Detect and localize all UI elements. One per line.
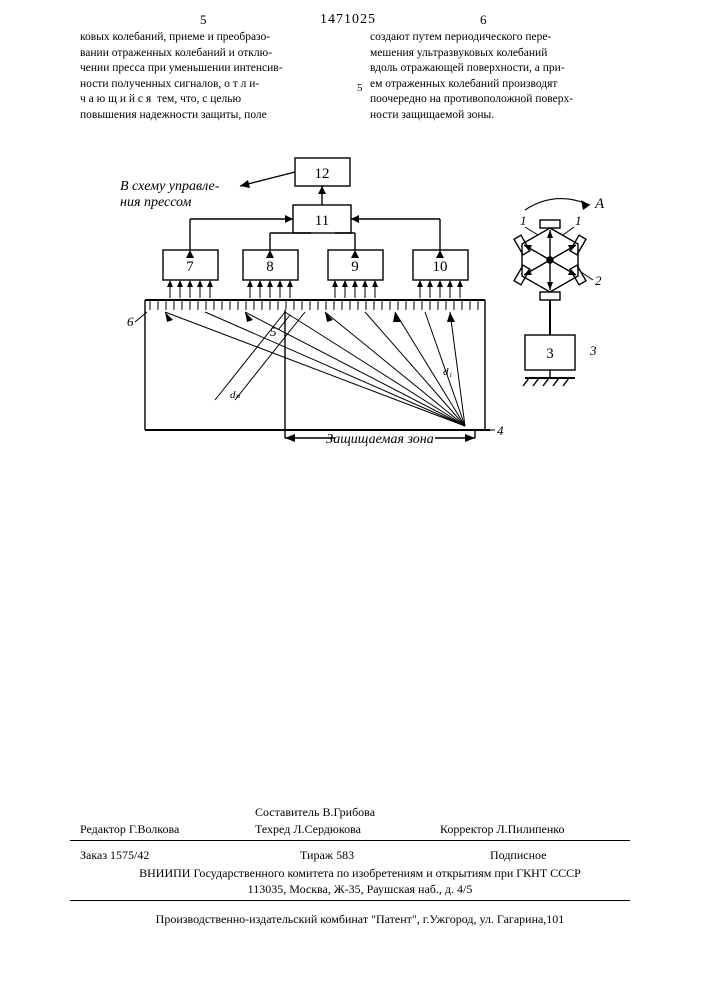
org-line: ВНИИПИ Государственного комитета по изоб… — [80, 866, 640, 881]
svg-text:8: 8 — [266, 259, 274, 275]
svg-text:5: 5 — [270, 324, 277, 339]
col-number-left: 5 — [200, 12, 207, 28]
col-number-right: 6 — [480, 12, 487, 28]
control-caption-line1: В схему управле- — [120, 179, 220, 194]
view-a-label: А — [594, 196, 605, 212]
svg-text:4: 4 — [497, 423, 504, 438]
svg-text:10: 10 — [433, 259, 448, 275]
svg-text:3: 3 — [546, 346, 554, 362]
box-11-label: 11 — [315, 213, 329, 229]
divider-2 — [70, 900, 630, 901]
compiler-line: Составитель В.Грибова — [255, 805, 375, 820]
patent-page: 5 1471025 6 ковых колебаний, приеме и пр… — [0, 0, 707, 1000]
protected-zone-label: Защищаемая зона — [326, 432, 433, 447]
patent-number: 1471025 — [320, 12, 376, 28]
order-number: Заказ 1575/42 — [80, 848, 149, 863]
svg-text:9: 9 — [351, 259, 359, 275]
line-marker-5: 5 — [357, 82, 363, 94]
subscription: Подписное — [490, 848, 547, 863]
d1-label: d₁ — [443, 366, 453, 378]
diagram-svg: 12 В схему управле- ния прессом 11 — [95, 150, 615, 480]
dn-label: dₙ — [230, 389, 241, 401]
svg-text:7: 7 — [186, 259, 194, 275]
address-line: 113035, Москва, Ж-35, Раушская наб., д. … — [80, 882, 640, 897]
left-column-text: ковых колебаний, приеме и преобразо- ван… — [80, 30, 340, 123]
control-caption-line2: ния прессом — [120, 195, 192, 210]
svg-text:6: 6 — [127, 314, 134, 329]
tirazh: Тираж 583 — [300, 848, 354, 863]
right-column-text: создают путем периодического пере- мешен… — [370, 30, 635, 123]
box-12-label: 12 — [315, 166, 330, 182]
corrector-line: Корректор Л.Пилипенко — [440, 822, 565, 837]
svg-text:1: 1 — [575, 213, 582, 228]
diagram: 12 В схему управле- ния прессом 11 — [95, 150, 615, 480]
svg-text:1: 1 — [520, 213, 527, 228]
printer-line: Производственно-издательский комбинат "П… — [80, 912, 640, 927]
techred-line: Техред Л.Сердюкова — [255, 822, 361, 837]
svg-text:3: 3 — [589, 343, 597, 358]
editor-line: Редактор Г.Волкова — [80, 822, 179, 837]
svg-text:2: 2 — [595, 273, 602, 288]
divider-1 — [70, 840, 630, 841]
